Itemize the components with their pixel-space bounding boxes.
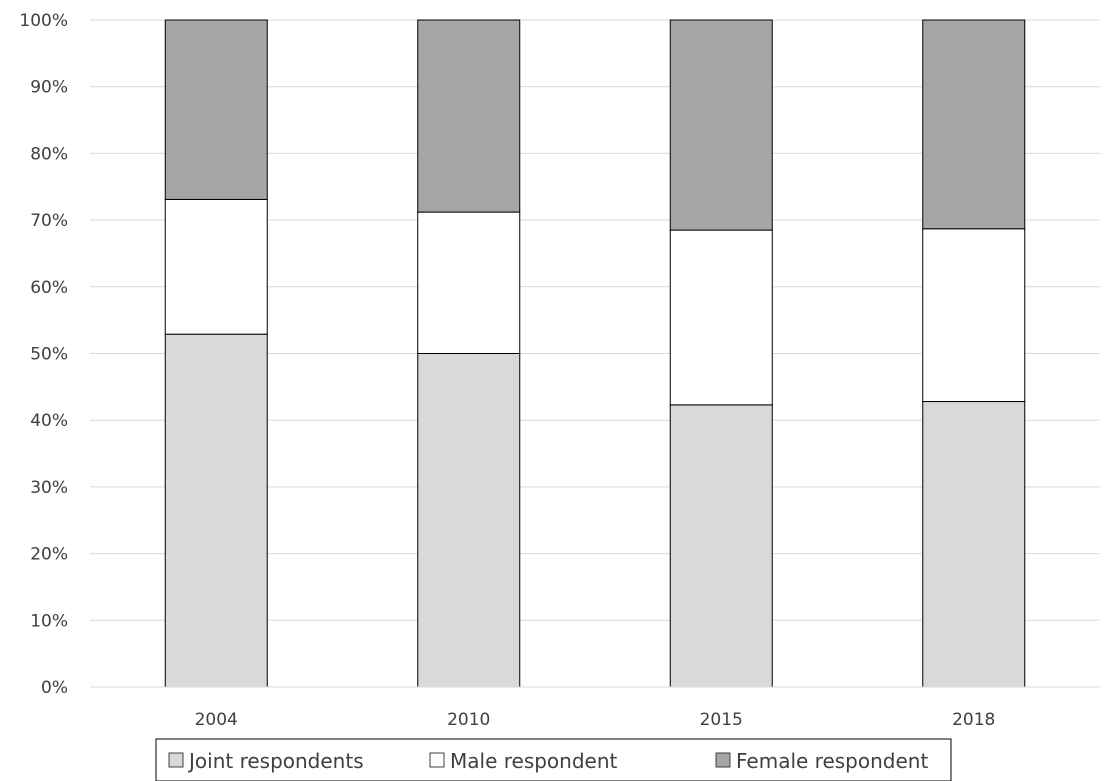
legend-item: Joint respondents — [168, 749, 364, 773]
legend-box — [155, 738, 952, 781]
bar-segment — [164, 333, 268, 688]
x-tick-label: 2004 — [195, 710, 238, 730]
bar-segment — [417, 353, 521, 688]
legend-swatch — [715, 752, 731, 768]
legend-item: Female respondent — [715, 749, 928, 773]
x-tick-label: 2018 — [952, 710, 995, 730]
y-tick-label: 40% — [30, 411, 68, 431]
bar-segment — [669, 404, 773, 688]
y-tick-label: 30% — [30, 478, 68, 498]
y-tick-label: 50% — [30, 345, 68, 365]
x-tick-label: 2010 — [447, 710, 490, 730]
legend-items: Joint respondents Male respondent Female r… — [168, 749, 928, 773]
bar-segment — [164, 19, 268, 200]
legend-swatch — [429, 752, 445, 768]
bar-stack-2004 — [164, 19, 268, 688]
bar-segment — [922, 228, 1026, 403]
bars — [164, 19, 1026, 688]
y-tick-label: 20% — [30, 545, 68, 565]
bar-stack-2018 — [922, 19, 1026, 688]
y-axis-tick-labels: 0% 10% 20% 30% 40% 50% 60% 70% 80% 90% 100% — [19, 11, 68, 698]
y-tick-label: 80% — [30, 144, 68, 164]
bar-segment — [164, 198, 268, 335]
legend-label: Joint respondents — [187, 749, 364, 773]
legend-item: Male respondent — [429, 749, 618, 773]
bar-stack-2015 — [669, 19, 773, 688]
y-tick-label: 0% — [41, 678, 68, 698]
y-tick-label: 70% — [30, 211, 68, 231]
x-tick-label: 2015 — [700, 710, 743, 730]
x-axis-tick-labels: 2004 2010 2015 2018 — [195, 710, 996, 730]
bar-segment — [669, 19, 773, 231]
legend-label: Male respondent — [450, 749, 618, 773]
bar-stack-2010 — [417, 19, 521, 688]
legend-swatch — [168, 752, 184, 768]
bar-segment — [417, 19, 521, 213]
bar-segment — [417, 211, 521, 354]
bar-segment — [669, 229, 773, 406]
y-tick-label: 60% — [30, 278, 68, 298]
y-tick-label: 90% — [30, 78, 68, 98]
legend: Joint respondents Male respondent Female r… — [155, 738, 952, 781]
y-tick-label: 100% — [19, 11, 68, 31]
y-tick-label: 10% — [30, 611, 68, 631]
bar-segment — [922, 19, 1026, 230]
bar-segment — [922, 401, 1026, 688]
legend-label: Female respondent — [736, 749, 928, 773]
